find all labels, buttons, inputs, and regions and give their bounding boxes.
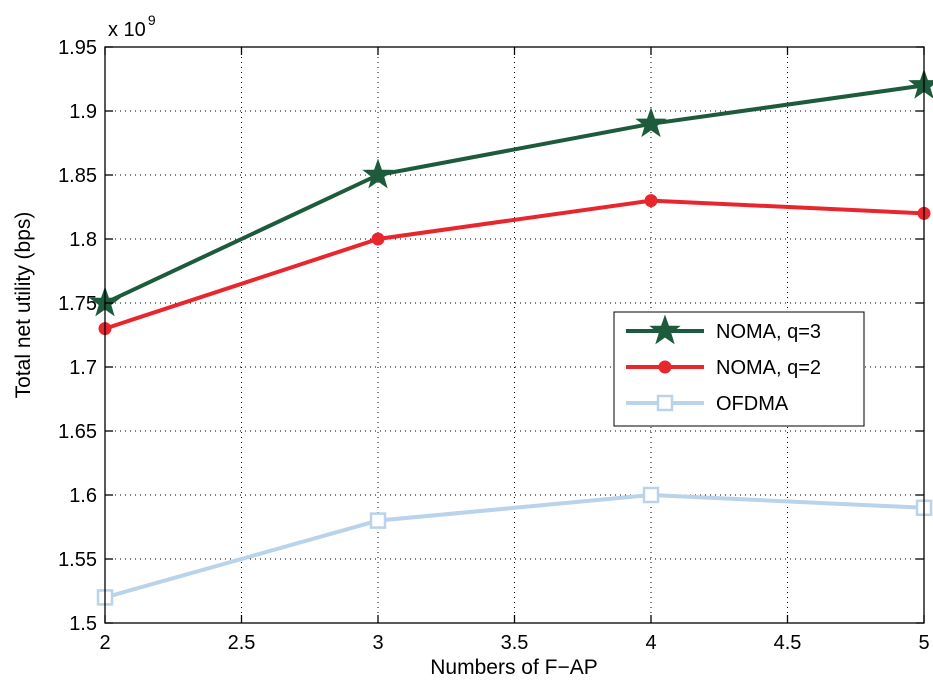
- y-multiplier: x 10 9: [108, 12, 156, 41]
- y-tick-label: 1.6: [69, 485, 97, 507]
- data-point: [369, 512, 387, 529]
- data-point: [362, 158, 394, 189]
- data-point: [908, 68, 933, 99]
- x-tick-label: 3: [372, 632, 383, 654]
- x-axis-label: Numbers of F−AP: [430, 656, 597, 679]
- y-multiplier-base: x 10: [108, 19, 146, 41]
- data-point: [642, 486, 660, 504]
- series-line: [104, 83, 925, 305]
- y-tick-label: 1.9: [69, 101, 97, 123]
- legend-label: OFDMA: [716, 393, 789, 415]
- series-ofdma: [96, 486, 933, 606]
- y-axis-label: Total net utility (bps): [12, 212, 35, 399]
- legend-marker: [649, 314, 681, 345]
- x-tick-label: 2.5: [228, 632, 256, 654]
- x-tick-label: 2: [99, 632, 110, 654]
- x-tick-label: 4.5: [774, 632, 802, 654]
- y-tick-label: 1.7: [69, 357, 97, 379]
- legend-marker: [656, 394, 674, 412]
- legend-entry: OFDMA: [626, 393, 789, 415]
- y-tick-label: 1.55: [58, 549, 97, 571]
- tick-labels: 2 2.5 3 3.5 4 4.5 5 1.5 1.55 1.6 1.65 1.7 1.75 1.8 1.8…: [58, 37, 930, 654]
- legend-entry: NOMA, q=2: [626, 357, 821, 379]
- series-line: [104, 198, 925, 331]
- y-tick-label: 1.5: [69, 613, 97, 635]
- data-point: [371, 232, 385, 246]
- x-tick-label: 4: [645, 632, 656, 654]
- legend-entry: NOMA, q=3: [626, 314, 821, 345]
- data-point: [644, 194, 658, 208]
- legend-marker: [658, 360, 672, 374]
- x-tick-label: 3.5: [501, 632, 529, 654]
- x-tick-label: 5: [918, 632, 929, 654]
- legend-label: NOMA, q=3: [716, 321, 821, 343]
- data-point: [635, 107, 667, 138]
- legend: NOMA, q=3 NOMA, q=2 OFDMA: [613, 311, 865, 427]
- series-noma-q-3: [89, 68, 933, 317]
- y-multiplier-exp: 9: [148, 12, 156, 28]
- y-tick-label: 1.75: [58, 293, 97, 315]
- y-tick-label: 1.65: [58, 421, 97, 443]
- series-line: [104, 493, 925, 600]
- y-tick-label: 1.85: [58, 165, 97, 187]
- y-tick-label: 1.8: [69, 229, 97, 251]
- legend-label: NOMA, q=2: [716, 357, 821, 379]
- axis-ticks: [104, 46, 925, 624]
- y-tick-label: 1.95: [58, 37, 97, 59]
